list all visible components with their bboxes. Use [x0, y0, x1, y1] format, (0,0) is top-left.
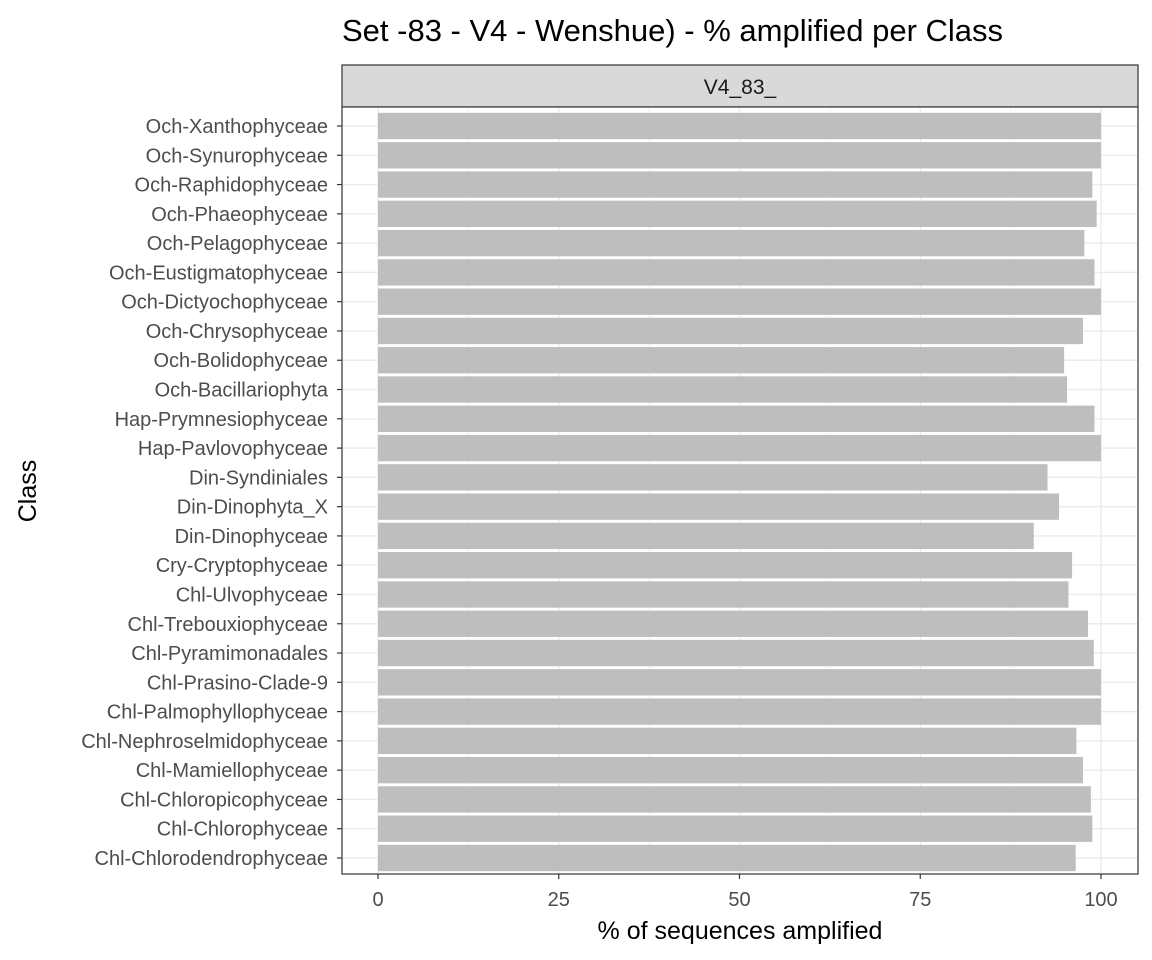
bar: [378, 200, 1097, 228]
bar: [378, 171, 1093, 198]
bar: [378, 756, 1083, 784]
y-tick-label: Hap-Pavlovophyceae: [138, 438, 328, 460]
y-tick-label: Och-Raphidophyceae: [135, 175, 328, 197]
y-axis: Och-Xanthophyceae Och-Synurophyceae Och-Ra…: [81, 116, 342, 870]
y-tick-label: Och-Chrysophyceae: [146, 321, 328, 343]
y-tick-label: Och-Phaeophyceae: [151, 204, 328, 226]
y-tick-label: Chl-Pyramimonadales: [131, 643, 328, 665]
bar: [378, 405, 1095, 432]
y-tick-label: Och-Pelagophyceae: [147, 233, 328, 255]
x-tick-label: 50: [728, 889, 750, 911]
x-tick-label: 75: [909, 889, 931, 911]
y-tick-label: Chl-Mamiellophyceae: [136, 760, 328, 782]
y-tick-label: Din-Syndiniales: [189, 467, 328, 489]
y-tick-label: Chl-Chlorodendrophyceae: [95, 848, 328, 870]
bars: [378, 112, 1101, 872]
bar: [378, 698, 1101, 725]
bar: [378, 229, 1085, 257]
x-axis-title: % of sequences amplified: [598, 917, 883, 945]
y-tick-label: Och-Eustigmatophyceae: [109, 262, 328, 284]
bar: [378, 669, 1101, 696]
y-tick-label: Hap-Prymnesiophyceae: [115, 409, 328, 431]
y-axis-title: Class: [14, 460, 42, 523]
bar: [378, 317, 1083, 345]
y-tick-label: Chl-Ulvophyceae: [176, 584, 328, 606]
bar: [378, 112, 1101, 140]
facet-strip: [341, 64, 1139, 108]
y-tick-label: Och-Bacillariophyta: [155, 380, 329, 402]
y-tick-label: Och-Synurophyceae: [146, 145, 328, 167]
bar: [378, 259, 1095, 286]
bar: [378, 610, 1088, 637]
bar: [378, 581, 1069, 608]
bar: [378, 786, 1091, 813]
bar: [378, 727, 1077, 755]
bar: [378, 288, 1101, 315]
y-tick-label: Chl-Chlorophyceae: [157, 819, 328, 841]
y-tick-label: Och-Dictyochophyceae: [121, 292, 328, 314]
y-tick-label: Chl-Palmophyllophyceae: [107, 702, 328, 724]
bar: [378, 142, 1101, 169]
bar: [378, 522, 1034, 550]
bar: [378, 464, 1048, 491]
x-tick-label: 0: [372, 889, 383, 911]
bar: [378, 639, 1094, 667]
y-tick-label: Och-Bolidophyceae: [153, 350, 328, 372]
y-tick-label: Chl-Chloropicophyceae: [120, 789, 328, 811]
bar: [378, 347, 1065, 374]
y-tick-label: Din-Dinophyceae: [175, 526, 328, 548]
y-tick-label: Chl-Prasino-Clade-9: [147, 672, 328, 694]
bar: [378, 815, 1093, 842]
bar: [378, 493, 1060, 520]
y-tick-label: Chl-Trebouxiophyceae: [128, 614, 328, 636]
facet-label: V4_83_: [704, 76, 777, 99]
y-tick-label: Chl-Nephroselmidophyceae: [81, 731, 328, 753]
chart-title: Set -83 - V4 - Wenshue) - % amplified pe…: [342, 13, 1003, 48]
y-tick-label: Din-Dinophyta_X: [177, 497, 328, 519]
bar: [378, 552, 1073, 579]
y-tick-label: Cry-Cryptophyceae: [156, 555, 328, 577]
x-axis: 0 25 50 75 100: [372, 874, 1118, 911]
bar: [378, 434, 1101, 462]
y-tick-label: Och-Xanthophyceae: [146, 116, 328, 138]
bar: [378, 376, 1068, 403]
x-tick-label: 25: [548, 889, 570, 911]
bar: [378, 844, 1076, 872]
x-tick-label: 100: [1084, 889, 1117, 911]
